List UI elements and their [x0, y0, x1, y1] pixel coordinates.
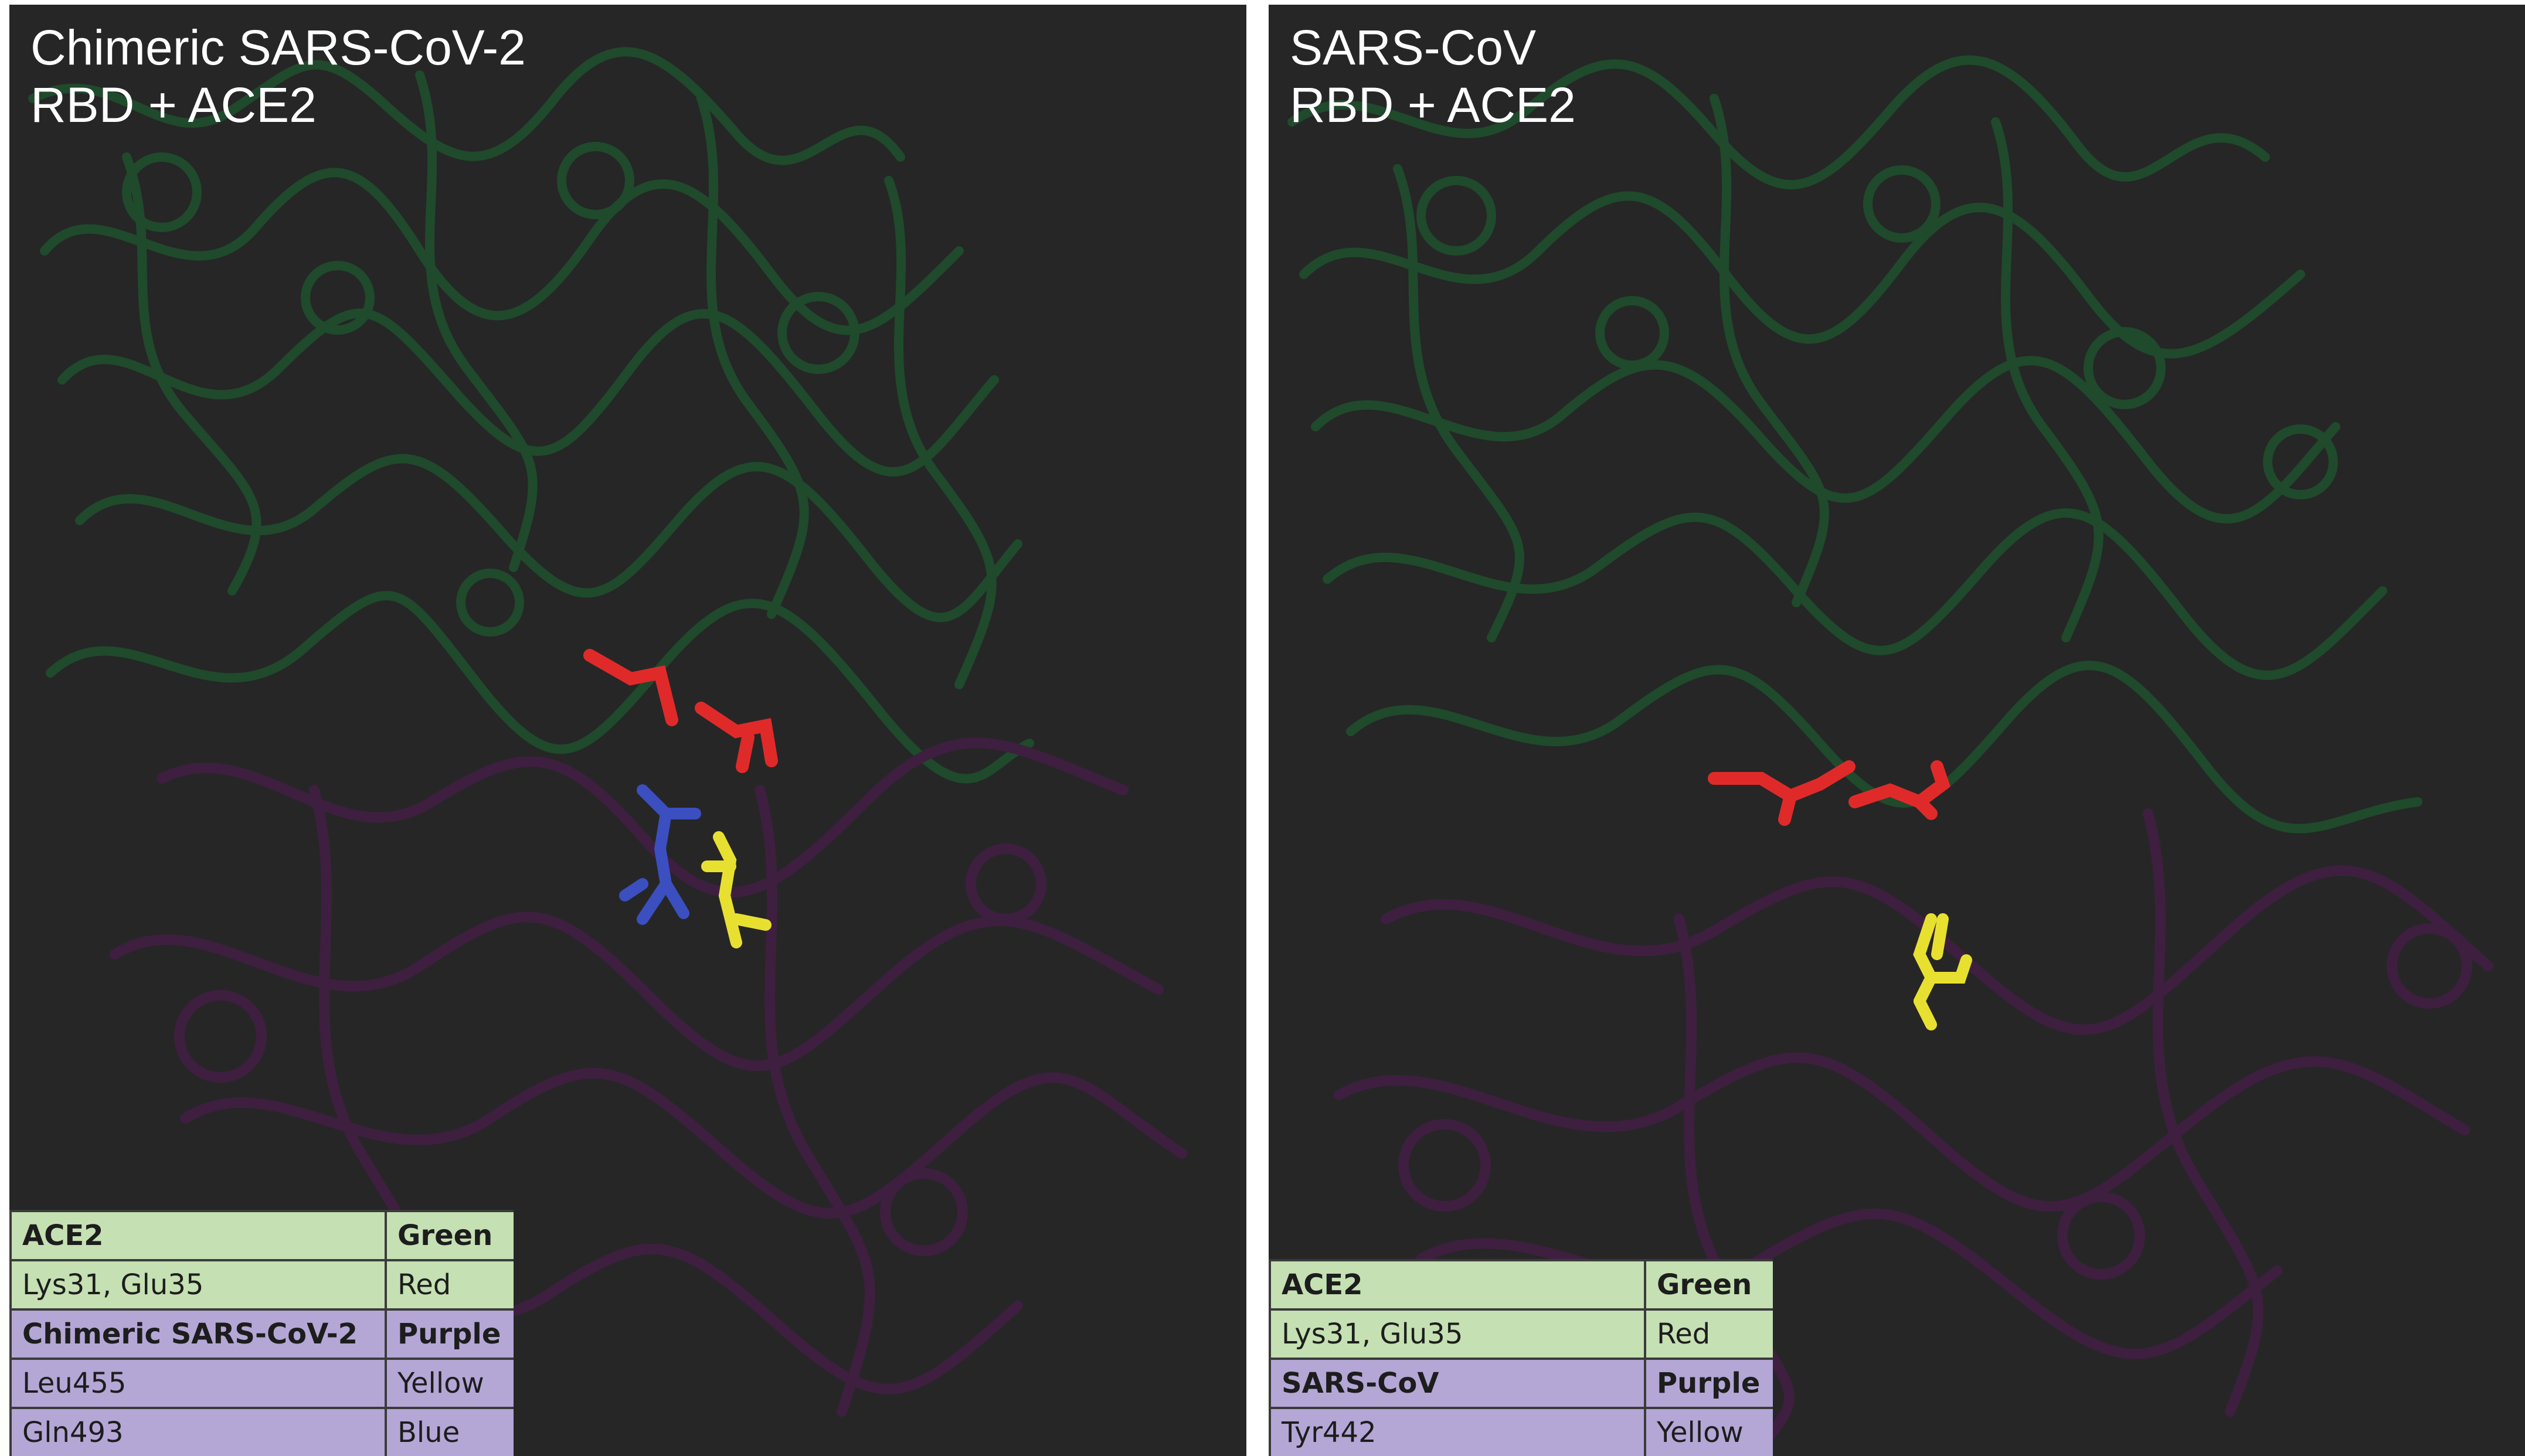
legend-name: Lys31, Glu35	[9, 1259, 386, 1309]
left-title-line1: Chimeric SARS-CoV-2	[30, 20, 526, 75]
legend-color: Green	[385, 1210, 514, 1260]
right-structure-panel: SARS-CoV RBD + ACE2 ACE2 Green Lys31, Gl…	[1269, 5, 2525, 1456]
legend-row: ACE2 Green	[1269, 1259, 1773, 1309]
legend-row: SARS-CoV Purple	[1269, 1358, 1773, 1408]
legend-name: Lys31, Glu35	[1269, 1308, 1645, 1359]
right-molecular-render	[1287, 55, 2493, 1452]
legend-color: Yellow	[1644, 1407, 1773, 1456]
legend-name: Tyr442	[1269, 1407, 1645, 1456]
legend-row: Lys31, Glu35 Red	[1269, 1308, 1773, 1359]
legend-row: Gln493 Blue	[9, 1407, 514, 1456]
right-ace2-ribbon	[1287, 55, 2422, 834]
legend-name: ACE2	[9, 1210, 386, 1260]
left-residue-gln493	[619, 784, 701, 925]
legend-name: Chimeric SARS-CoV-2	[9, 1308, 386, 1359]
left-ace2-ribbon	[28, 47, 1034, 784]
legend-row: Tyr442 Yellow	[1269, 1407, 1773, 1456]
right-residue-lys31-glu35	[1708, 760, 1950, 826]
left-legend-table: ACE2 Green Lys31, Glu35 Red Chimeric SAR…	[9, 1210, 514, 1456]
left-molecular-render	[28, 47, 1187, 1417]
left-rbd-ribbon	[110, 737, 1187, 1417]
right-title-line2: RBD + ACE2	[1290, 77, 1576, 132]
legend-row: Chimeric SARS-CoV-2 Purple	[9, 1308, 514, 1359]
left-title-line2: RBD + ACE2	[30, 77, 317, 132]
legend-color: Purple	[385, 1308, 514, 1359]
legend-color: Green	[1644, 1259, 1773, 1309]
legend-color: Red	[1644, 1308, 1773, 1359]
legend-row: ACE2 Green	[9, 1210, 514, 1260]
legend-color: Blue	[385, 1407, 514, 1456]
legend-name: ACE2	[1269, 1259, 1645, 1309]
right-residue-tyr442	[1913, 913, 1972, 1030]
legend-color: Yellow	[385, 1358, 514, 1408]
right-legend-table: ACE2 Green Lys31, Glu35 Red SARS-CoV Pur…	[1269, 1259, 1773, 1456]
legend-color: Red	[385, 1259, 514, 1309]
left-residue-leu455	[701, 831, 772, 948]
right-panel-title: SARS-CoV RBD + ACE2	[1290, 19, 1576, 134]
legend-name: Gln493	[9, 1407, 386, 1456]
right-rbd-ribbon	[1334, 808, 2493, 1452]
left-residue-lys31-glu35	[583, 649, 778, 773]
legend-name: Leu455	[9, 1358, 386, 1408]
left-panel-title: Chimeric SARS-CoV-2 RBD + ACE2	[30, 19, 526, 134]
legend-color: Purple	[1644, 1358, 1773, 1408]
left-structure-panel: Chimeric SARS-CoV-2 RBD + ACE2 ACE2 Gree…	[9, 5, 1246, 1456]
right-title-line1: SARS-CoV	[1290, 20, 1537, 75]
legend-name: SARS-CoV	[1269, 1358, 1645, 1408]
legend-row: Lys31, Glu35 Red	[9, 1259, 514, 1309]
legend-row: Leu455 Yellow	[9, 1358, 514, 1408]
